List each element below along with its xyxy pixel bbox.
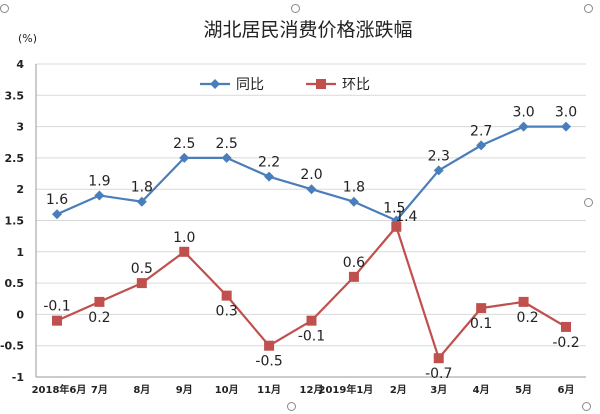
data-label: -0.1 [43,299,70,315]
y-tick-label: 0.5 [5,277,25,290]
y-tick-label: 3 [16,121,24,134]
data-label: 1.8 [131,180,153,196]
x-tick-label: 5月 [515,384,532,396]
x-tick-label: 2018年6月 [32,383,87,396]
selection-handle[interactable] [291,4,300,13]
y-tick-label: 1 [16,246,24,259]
legend: 同比 环比 [200,77,370,93]
chart-title: 湖北居民消费价格涨跌幅 [203,19,412,41]
data-label: -0.2 [552,335,579,351]
x-tick-label: 4月 [473,384,490,396]
y-unit-label: (%) [18,32,37,45]
data-point-tongbi [94,190,105,201]
data-label: 1.5 [383,201,405,217]
data-point-huanbi [518,296,529,307]
data-point-huanbi [221,290,232,301]
y-tick-label: 1.5 [5,215,25,228]
data-point-huanbi [179,246,190,257]
data-label: 2.3 [428,148,450,164]
data-label: 0.2 [88,310,110,326]
selection-handle[interactable] [584,4,593,13]
data-point-tongbi [561,121,571,132]
data-label: -0.1 [298,329,325,345]
x-tick-label: 10月 [215,384,239,396]
x-tick-label: 12月 [300,384,324,396]
data-point-tongbi [433,165,444,176]
x-tick-label: 9月 [176,384,193,396]
data-point-tongbi [264,171,275,182]
data-point-huanbi [348,271,359,282]
legend-label: 同比 [236,77,264,93]
data-label: 0.1 [470,316,492,332]
data-point-tongbi [348,196,359,207]
y-tick-label: 3.5 [5,89,25,102]
data-point-huanbi [476,303,487,314]
x-tick-label: 2019年1月 [319,383,374,396]
data-point-huanbi [94,296,105,307]
data-label: 1.0 [173,230,195,246]
data-label: 0.6 [343,255,365,271]
data-label: 2.7 [470,123,492,139]
y-tick-label: -0.5 [0,340,24,353]
data-point-huanbi [561,321,571,332]
y-tick-label: 4 [16,58,24,71]
data-label: 3.0 [555,105,577,121]
data-label: 1.6 [46,192,68,208]
y-tick-label: 0 [16,308,24,321]
data-point-huanbi [136,278,147,289]
data-label: 2.5 [216,136,238,152]
x-tick-label: 7月 [91,384,108,396]
selection-handle[interactable] [584,198,593,207]
y-tick-label: 2.5 [5,152,25,165]
data-point-tongbi [476,140,487,151]
x-tick-label: 8月 [133,384,150,396]
data-point-tongbi [179,152,190,163]
y-tick-label: -1 [12,371,24,384]
data-point-huanbi [391,221,402,232]
y-axis-ticks: 4 3.5 3 2.5 2 1.5 1 0.5 0 -0.5 -1 [0,58,24,384]
series-markers [52,121,571,364]
data-label: 2.2 [258,155,280,171]
x-tick-label: 3月 [430,384,447,396]
data-label: 1.9 [88,173,110,189]
data-label: 0.2 [516,310,538,326]
data-point-tongbi [306,184,317,195]
x-tick-label: 2月 [390,384,407,396]
data-point-huanbi [52,315,62,326]
data-point-huanbi [264,340,275,351]
legend-marker [316,79,326,89]
x-tick-label: 11月 [257,384,281,396]
data-point-tongbi [518,121,529,132]
legend-label: 环比 [342,77,370,93]
selection-handle[interactable] [0,4,9,13]
selection-handle[interactable] [287,402,296,411]
data-point-huanbi [433,353,444,364]
data-label: 2.0 [300,167,322,183]
data-point-tongbi [221,152,232,163]
y-tick-label: 2 [16,183,24,196]
data-label: -0.5 [255,354,282,370]
data-label: 1.4 [395,209,417,225]
x-tick-label: 6月 [558,384,575,396]
data-label: 0.3 [216,304,238,320]
data-label: 0.5 [131,261,153,277]
selection-handle[interactable] [582,402,591,411]
data-label: 3.0 [512,105,534,121]
data-point-tongbi [52,209,62,220]
data-point-tongbi [136,196,147,207]
data-label: -0.7 [425,366,452,382]
data-labels: 1.6 1.9 1.8 2.5 2.5 2.2 2.0 1.8 1.5 2.3 2.7 3.0 3.0 -… [43,105,579,383]
data-label: 1.8 [343,180,365,196]
legend-marker [210,79,220,89]
data-point-huanbi [306,315,317,326]
data-label: 2.5 [173,136,195,152]
